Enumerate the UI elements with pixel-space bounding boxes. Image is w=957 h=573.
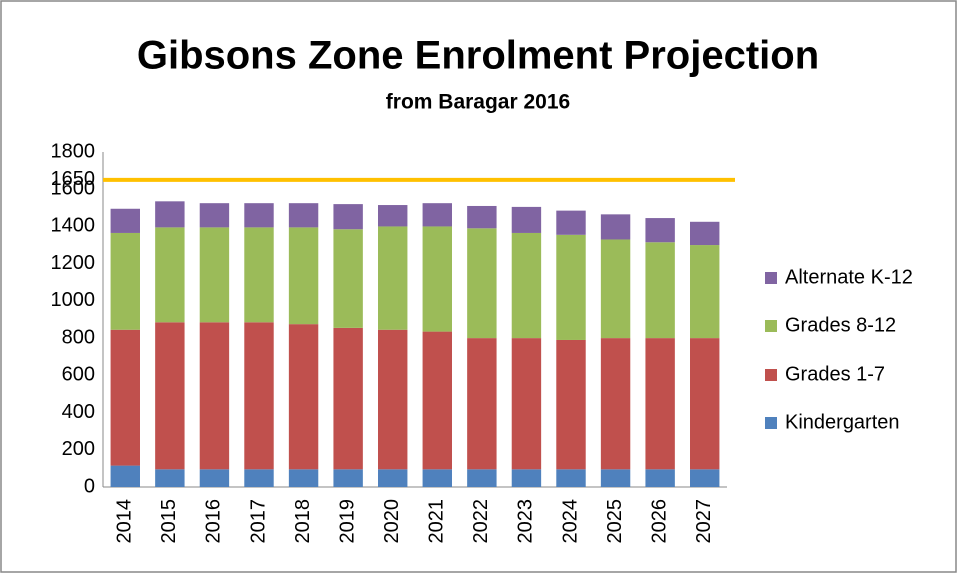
bar-segment (511, 206, 542, 233)
bar-segment (690, 338, 720, 470)
bar-segment (600, 338, 631, 470)
bar-segment (556, 234, 586, 340)
bar-segment (199, 322, 230, 470)
legend-swatch (765, 272, 777, 284)
y-tick-label: 1650 (51, 168, 96, 190)
legend-swatch (765, 369, 777, 381)
x-tick-label: 2015 (158, 499, 180, 544)
y-tick-label: 1400 (51, 215, 96, 237)
legend-label: Grades 8-12 (785, 314, 896, 336)
y-tick-label: 1600 (51, 178, 96, 200)
bar-segment (645, 242, 675, 339)
bar-segment (244, 227, 274, 323)
bar-segment (288, 324, 319, 470)
bar-segment (199, 227, 230, 323)
x-tick-label: 2027 (693, 499, 715, 544)
x-tick-label: 2020 (381, 499, 403, 544)
bar-segment (288, 469, 319, 487)
bar-segment (645, 469, 675, 487)
bar-segment (467, 205, 497, 229)
bar-segment (288, 227, 319, 325)
x-tick-label: 2025 (604, 499, 626, 544)
bar-segment (110, 208, 140, 233)
bar-segment (244, 203, 274, 228)
bar-segment (199, 469, 230, 487)
x-tick-label: 2014 (114, 499, 136, 544)
bar-segment (422, 331, 452, 470)
bar-segment (556, 469, 586, 487)
bar-segment (244, 469, 274, 487)
y-tick-label: 1200 (51, 252, 96, 274)
bar-segment (155, 469, 185, 487)
x-tick-label: 2018 (292, 499, 314, 544)
bar-segment (556, 339, 586, 470)
x-tick-label: 2023 (515, 499, 537, 544)
y-tick-label: 1800 (51, 140, 96, 162)
bar-segment (378, 469, 408, 487)
y-tick-label: 800 (62, 326, 95, 348)
legend-swatch (765, 320, 777, 332)
bar-segment (690, 469, 720, 487)
x-tick-label: 2022 (470, 499, 492, 543)
x-tick-label: 2019 (336, 499, 358, 544)
chart-subtitle: from Baragar 2016 (386, 91, 570, 114)
legend-label: Alternate K-12 (785, 266, 913, 288)
legend-label: Kindergarten (785, 411, 900, 433)
x-tick-label: 2021 (426, 499, 448, 544)
bar-segment (378, 329, 408, 470)
bar-segment (199, 203, 230, 228)
bar-segment (155, 227, 185, 323)
x-tick-label: 2016 (203, 499, 225, 544)
bar-segment (378, 205, 408, 227)
bar-segment (378, 226, 408, 330)
legend-label: Grades 1-7 (785, 363, 885, 385)
bar-segment (422, 469, 452, 487)
x-tick-label: 2024 (559, 499, 581, 544)
bar-segment (333, 327, 363, 470)
bar-segment (511, 232, 542, 339)
bar-segment (333, 204, 363, 230)
bar-segment (600, 469, 631, 487)
bar-segment (511, 338, 542, 470)
bar-segment (422, 203, 452, 227)
bar-segment (645, 338, 675, 470)
y-tick-label: 1000 (51, 289, 96, 311)
bar-segment (110, 232, 140, 330)
bar-segment (511, 469, 542, 487)
bar-segment (600, 239, 631, 339)
bar-segment (556, 210, 586, 235)
bar-segment (467, 228, 497, 339)
bar-segment (155, 322, 185, 470)
bar-segment (467, 338, 497, 470)
bar-segment (645, 218, 675, 243)
bar-segment (422, 226, 452, 332)
y-tick-label: 0 (84, 475, 95, 497)
chart-title: Gibsons Zone Enrolment Projection (137, 34, 819, 78)
bar-segment (244, 322, 274, 470)
bar-segment (155, 201, 185, 228)
bar-segment (288, 203, 319, 228)
x-tick-label: 2017 (247, 499, 269, 544)
legend-swatch (765, 417, 777, 429)
y-tick-label: 400 (62, 401, 95, 423)
y-tick-label: 200 (62, 438, 95, 460)
bar-segment (333, 469, 363, 487)
y-tick-label: 600 (62, 364, 95, 386)
bar-segment (333, 229, 363, 328)
bar-segment (467, 469, 497, 487)
bar-segment (600, 214, 631, 240)
bar-segment (110, 465, 140, 487)
bar-segment (690, 245, 720, 339)
x-tick-label: 2026 (648, 499, 670, 544)
bar-segment (690, 221, 720, 246)
bar-segment (110, 329, 140, 466)
